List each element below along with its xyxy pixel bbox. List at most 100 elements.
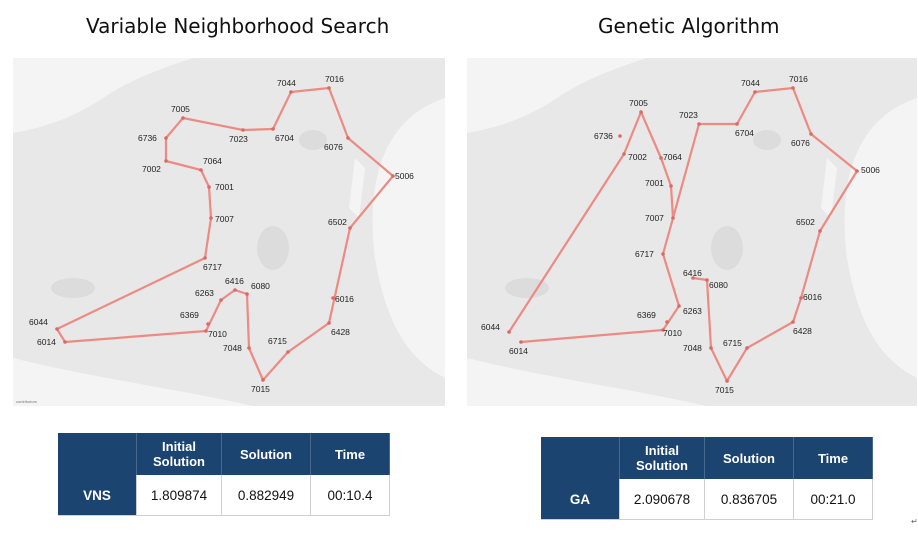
node-label: 6080 [251,281,270,291]
river-south [13,358,253,406]
node-label: 6369 [637,310,656,320]
algo-label: VNS [58,475,137,516]
node-label: 7064 [203,156,222,166]
node-point [618,134,622,138]
node-label: 6717 [203,262,222,272]
node-point [519,340,523,344]
route-map-vns: 7016 7044 7005 7023 6704 6736 6076 7002 7064 5006… [13,58,445,406]
node-label: 7016 [325,74,344,84]
node-point [665,320,669,324]
map-background [467,58,917,406]
corner-mark: ↵ [911,517,918,526]
node-label: 6016 [803,292,822,302]
node-point [181,116,185,120]
node-label: 6369 [180,310,199,320]
node-label: 6014 [37,337,56,347]
node-label: 7007 [645,213,664,223]
node-label: 7048 [223,343,242,353]
time-value: 00:10.4 [310,475,390,516]
node-label: 6076 [324,142,343,152]
node-label: 6044 [29,317,48,327]
node-label: 7010 [208,329,227,339]
node-label: 7023 [679,110,698,120]
initial-solution-value: 2.090678 [619,479,705,520]
park-area [505,278,549,298]
node-label: 6263 [683,306,702,316]
node-point [327,86,331,90]
node-point [199,168,203,172]
node-point [331,296,335,300]
panel-title-ga: Genetic Algorithm [598,14,780,38]
node-point [735,122,739,126]
node-label: 6080 [709,280,728,290]
park-area [257,226,289,270]
node-label: 7005 [171,104,190,114]
initial-solution-value: 1.809874 [136,475,222,516]
node-point [725,379,729,383]
node-label: 7016 [789,74,808,84]
header-initial-solution: Initial Solution [619,437,705,479]
node-point [346,136,350,140]
node-label: 6416 [225,276,244,286]
node-point [289,90,293,94]
node-point [271,127,275,131]
time-value: 00:21.0 [793,479,873,520]
node-point [219,298,223,302]
node-point [753,90,757,94]
node-label: 7048 [683,343,702,353]
node-point [818,229,822,233]
node-label: 7015 [715,385,734,395]
node-label: 7044 [277,78,296,88]
node-label: 7002 [628,152,647,162]
table-header-row: Initial Solution Solution Time [58,433,390,475]
island [349,158,365,218]
node-point [241,128,245,132]
node-point [697,122,701,126]
table-corner-cell [58,433,137,475]
node-label: 6076 [791,138,810,148]
node-point [206,322,210,326]
results-table-vns: Initial Solution Solution Time VNS 1.809… [58,433,390,516]
node-point [671,216,675,220]
table-row: VNS 1.809874 0.882949 00:10.4 [58,475,390,516]
solution-value: 0.882949 [221,475,311,516]
node-point [348,226,352,230]
node-label: 7001 [645,178,664,188]
park-area [753,130,781,150]
node-point [286,350,290,354]
header-solution: Solution [221,433,311,475]
node-label: 6502 [796,217,815,227]
node-point [209,216,213,220]
park-area [299,130,327,150]
node-point [164,159,168,163]
results-table-ga: Initial Solution Solution Time GA 2.0906… [541,437,873,520]
node-point [691,276,695,280]
node-label: 6016 [335,294,354,304]
node-label: 7007 [215,214,234,224]
node-label: 5006 [861,165,880,175]
park-area [51,278,95,298]
river-north [467,58,647,133]
panel-title-vns: Variable Neighborhood Search [86,14,390,38]
node-point [203,256,207,260]
node-label: 7064 [663,152,682,162]
node-point [705,278,709,282]
table-corner-cell [541,437,620,479]
node-point [677,304,681,308]
route-path-secondary [508,110,675,333]
node-label: 6736 [594,131,613,141]
table-row: GA 2.090678 0.836705 00:21.0 [541,479,873,520]
node-label: 6715 [268,336,287,346]
node-label: 7044 [741,78,760,88]
node-point [245,292,249,296]
header-initial-solution: Initial Solution [136,433,222,475]
node-label: 6416 [683,268,702,278]
node-point [327,321,331,325]
node-point [661,328,665,332]
node-point [709,346,713,350]
node-point [639,110,643,114]
node-point [855,169,859,173]
header-time: Time [793,437,873,479]
node-label: 6715 [723,338,742,348]
node-point [661,252,665,256]
